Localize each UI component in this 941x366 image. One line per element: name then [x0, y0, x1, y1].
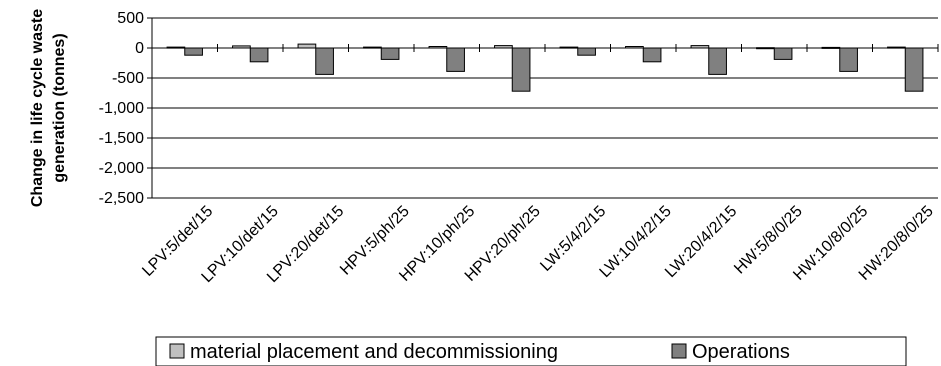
bar-operations	[577, 47, 596, 56]
legend: material placement and decommissioning Op…	[155, 336, 907, 366]
bar-material-placement	[297, 43, 317, 49]
bar-operations	[839, 47, 858, 72]
bar-operations	[708, 47, 727, 75]
legend-swatch	[169, 343, 185, 359]
legend-label: Operations	[692, 341, 790, 363]
bar-operations	[315, 47, 334, 75]
bar-operations	[446, 47, 465, 72]
y-axis-label: Change in life cycle waste generation (to…	[29, 9, 68, 207]
bar-operations	[904, 47, 924, 92]
y-tick-label: -2,000	[99, 160, 144, 177]
bar-operations	[642, 47, 662, 63]
y-tick-label: -2,500	[99, 190, 144, 207]
y-tick-label: -500	[112, 70, 144, 87]
x-tick-label: LW:5/4/2/15	[537, 203, 609, 275]
bar-operations	[249, 47, 269, 63]
legend-box	[155, 336, 907, 366]
y-tick-label: 500	[117, 10, 144, 27]
y-tick-label: -1,000	[99, 100, 144, 117]
y-axis-label-line: Change in life cycle waste	[29, 9, 46, 207]
y-tick-label: 0	[135, 40, 144, 57]
x-axis-ticks: LPV:5/det/15LPV:10/det/15LPV:20/det/15HP…	[139, 44, 939, 286]
y-axis-ticks: 500 0 -500 -1,000 -1,500 -2,000 -2,500	[99, 10, 152, 207]
bar-operations	[773, 47, 793, 60]
bar-operations	[380, 47, 400, 60]
y-tick-label: -1,500	[99, 130, 144, 147]
legend-swatch	[671, 343, 687, 359]
bar-operations	[184, 47, 203, 56]
bar-operations	[511, 47, 531, 92]
legend-label: material placement and decommissioning	[190, 341, 558, 363]
y-axis-label-line: generation (tonnes)	[51, 33, 68, 182]
